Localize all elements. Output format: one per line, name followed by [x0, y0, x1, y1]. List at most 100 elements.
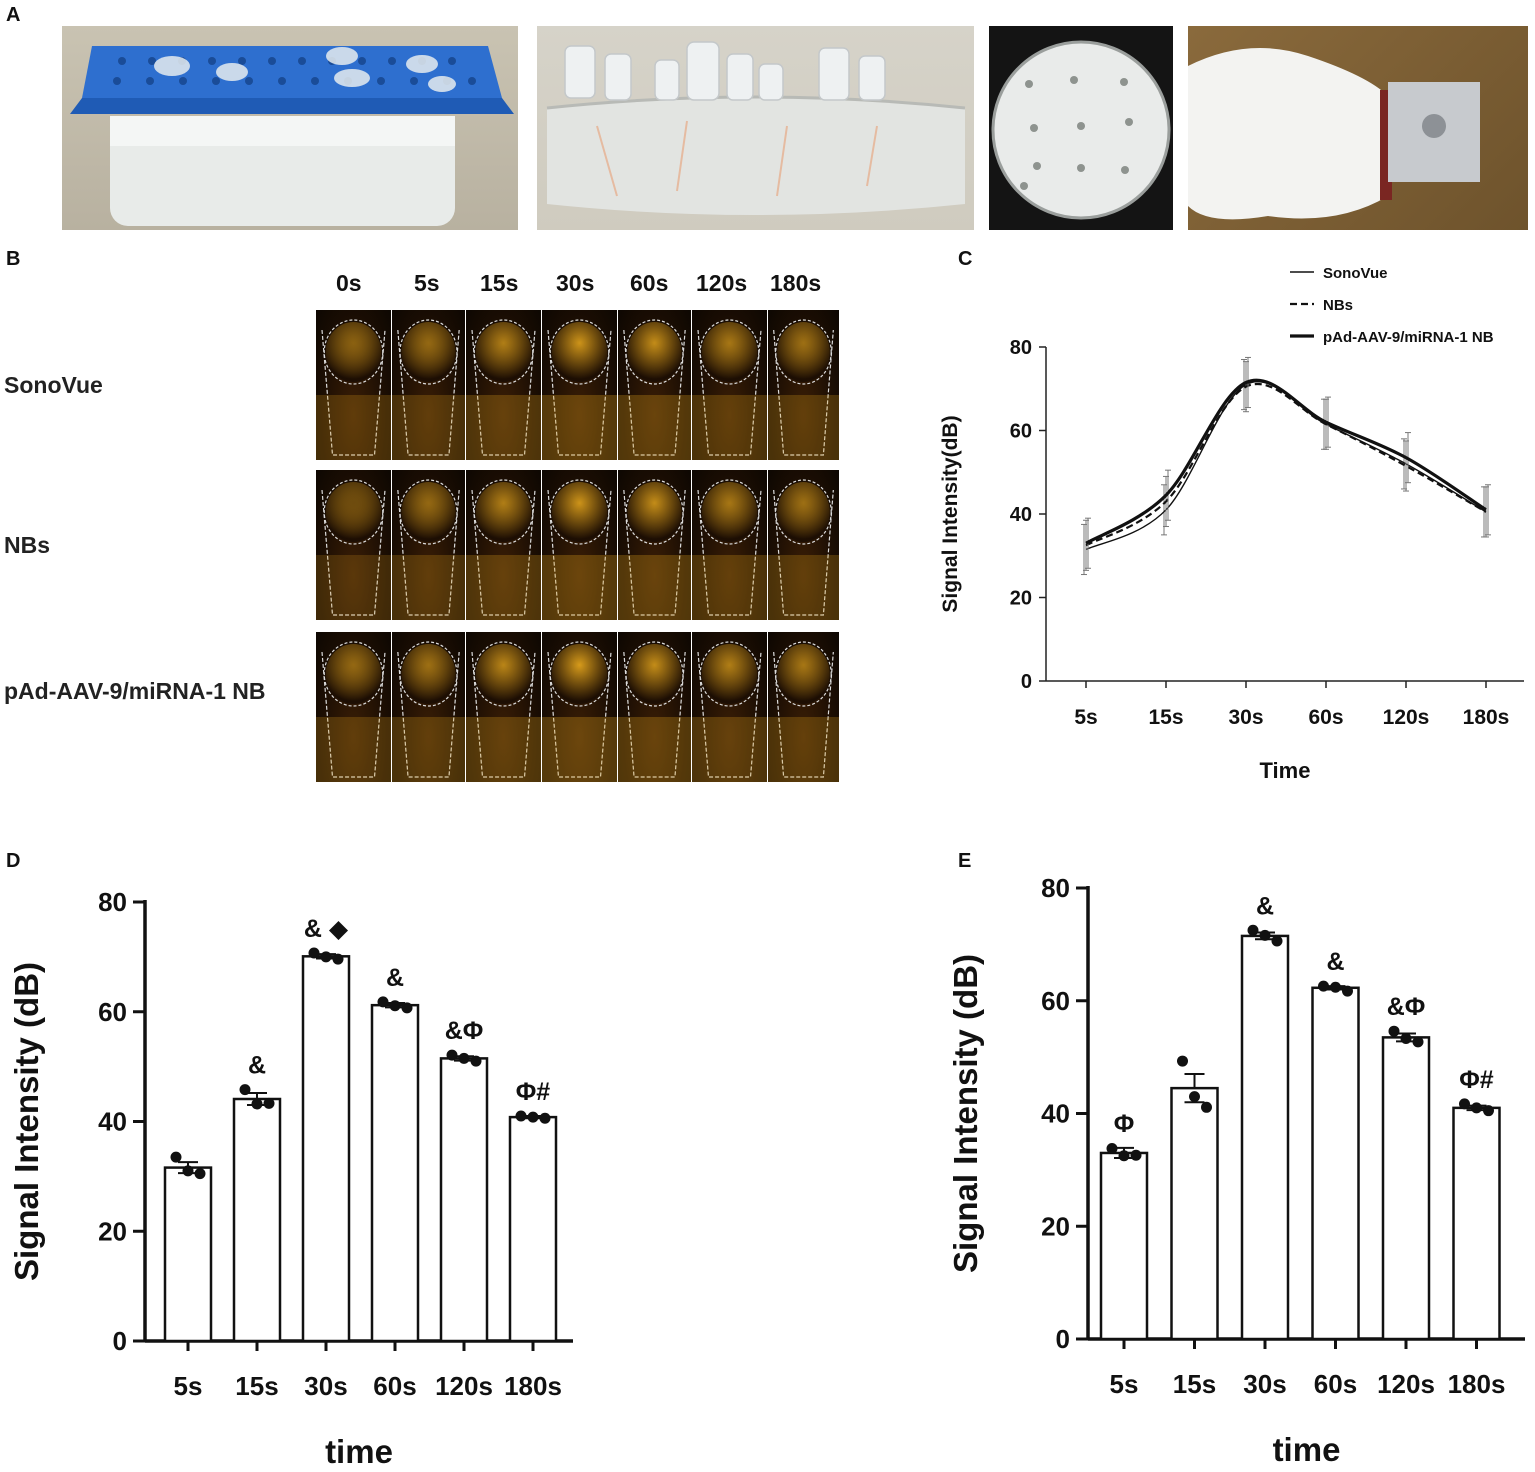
x-axis-title: Time — [1260, 758, 1311, 783]
time-label-5s: 5s — [414, 270, 440, 296]
bar — [1311, 986, 1360, 1341]
data-point — [1201, 1101, 1212, 1113]
data-point — [539, 1112, 551, 1124]
data-point — [332, 953, 344, 965]
ultrasound-image-2-0 — [316, 632, 391, 782]
data-point — [401, 1002, 413, 1014]
time-label-30s: 30s — [556, 270, 595, 296]
data-point — [239, 1084, 251, 1096]
y-tick-label: 80 — [1010, 337, 1032, 359]
data-point — [1330, 981, 1341, 993]
data-point — [251, 1098, 263, 1110]
panel-label-c: C — [958, 248, 973, 270]
ultrasound-drawing — [768, 319, 839, 460]
y-tick-label: 0 — [1021, 671, 1032, 693]
y-tick-label: 60 — [98, 997, 127, 1027]
rack-drawing — [70, 46, 514, 226]
x-tick-label: 30s — [1228, 706, 1263, 729]
y-tick-label: 80 — [1041, 873, 1070, 903]
time-label-0s: 0s — [336, 270, 362, 296]
y-axis-title: Signal Intensity (dB) — [8, 962, 45, 1281]
ultrasound-image-1-6 — [768, 470, 839, 620]
data-point — [308, 947, 320, 959]
data-point — [1483, 1105, 1494, 1117]
bar — [1381, 1036, 1431, 1341]
bar — [163, 1166, 213, 1343]
significance-label: Φ# — [516, 1078, 551, 1106]
row-label-pad-nb: pAd-AAV-9/miRNA-1 NB — [4, 678, 266, 704]
ultrasound-drawing — [316, 319, 391, 460]
data-point — [1130, 1149, 1142, 1161]
time-label-180s: 180s — [770, 270, 822, 296]
x-tick-label: 180s — [1448, 1369, 1506, 1399]
time-label-120s: 120s — [696, 270, 748, 296]
ultrasound-drawing — [466, 319, 541, 460]
x-tick-label: 60s — [373, 1371, 416, 1401]
y-tick-label: 60 — [1010, 421, 1032, 443]
significance-label: & — [1256, 892, 1274, 920]
data-point — [470, 1055, 482, 1067]
significance-label: & — [386, 964, 404, 992]
y-tick-label: 0 — [113, 1326, 127, 1356]
bar — [301, 955, 351, 1343]
data-point — [263, 1097, 275, 1109]
ultrasound-drawing — [466, 479, 541, 620]
x-tick-label: 30s — [1243, 1369, 1286, 1399]
bar — [1240, 934, 1290, 1341]
x-tick-label: 15s — [235, 1371, 278, 1401]
data-point — [1189, 1091, 1200, 1103]
ultrasound-drawing — [618, 641, 691, 782]
panel-label-a: A — [6, 4, 21, 26]
ultrasound-image-2-3 — [542, 632, 617, 782]
significance-label: & — [1326, 948, 1344, 976]
y-tick-label: 40 — [98, 1107, 127, 1137]
photo-rack-on-gel — [62, 26, 518, 230]
x-tick-label: 120s — [1377, 1369, 1435, 1399]
legend-label: SonoVue — [1323, 265, 1387, 282]
ultrasound-drawing — [542, 641, 617, 782]
time-label-60s: 60s — [630, 270, 669, 296]
chart-c: 0 20 40 60 80 5s 15s 30s 60s 120s 180s Time Signal I… — [939, 265, 1524, 783]
x-tick-label: 15s — [1148, 706, 1183, 729]
panel-label-b: B — [6, 248, 21, 270]
ultrasound-drawing — [392, 641, 465, 782]
ultrasound-image-1-2 — [466, 470, 541, 620]
data-point — [170, 1151, 182, 1163]
data-point — [389, 1000, 401, 1012]
ultrasound-drawing — [316, 641, 391, 782]
legend-label: NBs — [1323, 297, 1353, 314]
tubes-drawing — [546, 41, 966, 215]
ultrasound-image-1-0 — [316, 470, 391, 620]
data-point — [377, 996, 389, 1008]
ultrasound-image-1-1 — [392, 470, 465, 620]
data-point — [1459, 1098, 1470, 1110]
x-axis-title: time — [1273, 1431, 1341, 1468]
ultrasound-drawing — [618, 319, 691, 460]
data-point — [527, 1111, 539, 1123]
chart-e: 0 20 40 60 80 Φ 5s 15s & 30s & 60s&Φ 120s Φ# 180s time S… — [947, 873, 1525, 1468]
ultrasound-drawing — [692, 479, 767, 620]
y-tick-label: 60 — [1041, 986, 1070, 1016]
photo-transducer — [1188, 26, 1528, 230]
x-axis-title: time — [325, 1433, 393, 1470]
x-tick-label: 60s — [1314, 1369, 1357, 1399]
y-tick-label: 40 — [1041, 1099, 1070, 1129]
panel-label-e: E — [958, 850, 972, 872]
ultrasound-image-1-5 — [692, 470, 767, 620]
significance-label: & ◆ — [304, 915, 349, 943]
ultrasound-image-0-5 — [692, 310, 767, 460]
ultrasound-image-2-5 — [692, 632, 767, 782]
x-tick-label: 180s — [504, 1371, 562, 1401]
y-tick-label: 0 — [1056, 1324, 1070, 1354]
y-tick-label: 20 — [98, 1216, 127, 1246]
legend-label: pAd-AAV-9/miRNA-1 NB — [1323, 329, 1494, 346]
data-point — [1342, 985, 1353, 997]
significance-label: Φ# — [1459, 1066, 1494, 1094]
x-tick-label: 120s — [1383, 706, 1430, 729]
chart-d: 0 20 40 60 80 5s & 15s & ◆ 30s & 60s&Φ 120s Φ# 180s tim… — [8, 887, 573, 1470]
bar — [439, 1057, 489, 1343]
data-point — [1400, 1033, 1412, 1045]
significance-label: & — [248, 1052, 266, 1080]
bar — [232, 1097, 282, 1343]
data-point — [446, 1049, 458, 1061]
